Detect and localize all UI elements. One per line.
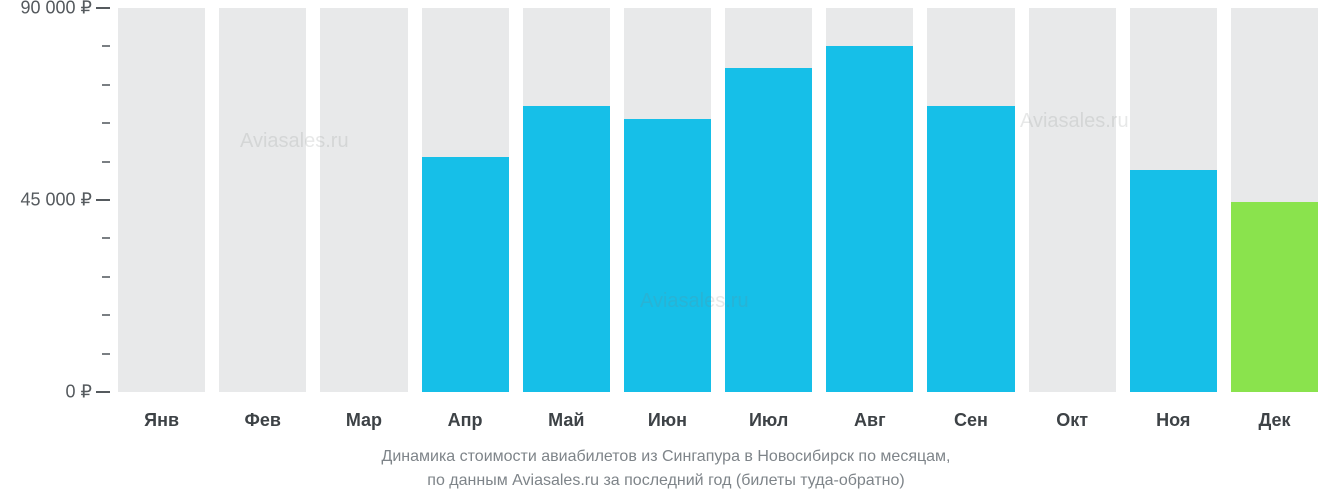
bar-background [320, 8, 407, 392]
y-tick-label: 90 000 ₽ [20, 0, 92, 19]
x-tick-label: Июл [725, 400, 812, 431]
x-axis: Янв Фев Мар Апр Май Июн Июл Авг Сен Окт Ноя Дек [118, 400, 1318, 431]
bar-column [1029, 8, 1116, 392]
y-tick-major [96, 391, 110, 393]
y-tick-major [96, 199, 110, 201]
bar [826, 46, 913, 392]
x-tick-label: Янв [118, 400, 205, 431]
caption-line-2: по данным Aviasales.ru за последний год … [0, 472, 1332, 490]
x-tick-label: Июн [624, 400, 711, 431]
x-tick-label: Сен [927, 400, 1014, 431]
x-tick-label: Апр [422, 400, 509, 431]
y-tick-minor [102, 353, 110, 355]
y-tick-minor [102, 276, 110, 278]
bar [624, 119, 711, 392]
y-tick-minor [102, 314, 110, 316]
bar-column [523, 8, 610, 392]
y-tick-minor [102, 122, 110, 124]
bar [725, 68, 812, 392]
y-tick-minor [102, 237, 110, 239]
y-axis: 0 ₽ 45 000 ₽ 90 000 ₽ [0, 0, 110, 400]
bar-column [320, 8, 407, 392]
bar-column [1231, 8, 1318, 392]
bar [1231, 202, 1318, 392]
bar-column [927, 8, 1014, 392]
bar-column [826, 8, 913, 392]
bar-column [422, 8, 509, 392]
bar-column [1130, 8, 1217, 392]
x-tick-label: Авг [826, 400, 913, 431]
x-tick-label: Мар [320, 400, 407, 431]
plot-area [118, 8, 1318, 392]
price-chart: 0 ₽ 45 000 ₽ 90 000 ₽ Янв Фев Мар Апр Май Июн Ию… [0, 0, 1332, 502]
x-tick-label: Май [523, 400, 610, 431]
y-tick-major [96, 7, 110, 9]
bar-background [219, 8, 306, 392]
x-tick-label: Окт [1029, 400, 1116, 431]
bar-background [1029, 8, 1116, 392]
bar [1130, 170, 1217, 392]
x-tick-label: Фев [219, 400, 306, 431]
bar-column [219, 8, 306, 392]
y-tick-minor [102, 45, 110, 47]
y-tick-label: 45 000 ₽ [20, 190, 92, 211]
bar [523, 106, 610, 392]
bar-column [725, 8, 812, 392]
x-tick-label: Ноя [1130, 400, 1217, 431]
bar [422, 157, 509, 392]
y-tick-label: 0 ₽ [66, 382, 92, 403]
caption-line-1: Динамика стоимости авиабилетов из Сингап… [0, 448, 1332, 466]
y-tick-minor [102, 161, 110, 163]
bar [927, 106, 1014, 392]
x-tick-label: Дек [1231, 400, 1318, 431]
bar-background [118, 8, 205, 392]
y-tick-minor [102, 84, 110, 86]
bar-column [624, 8, 711, 392]
bar-column [118, 8, 205, 392]
